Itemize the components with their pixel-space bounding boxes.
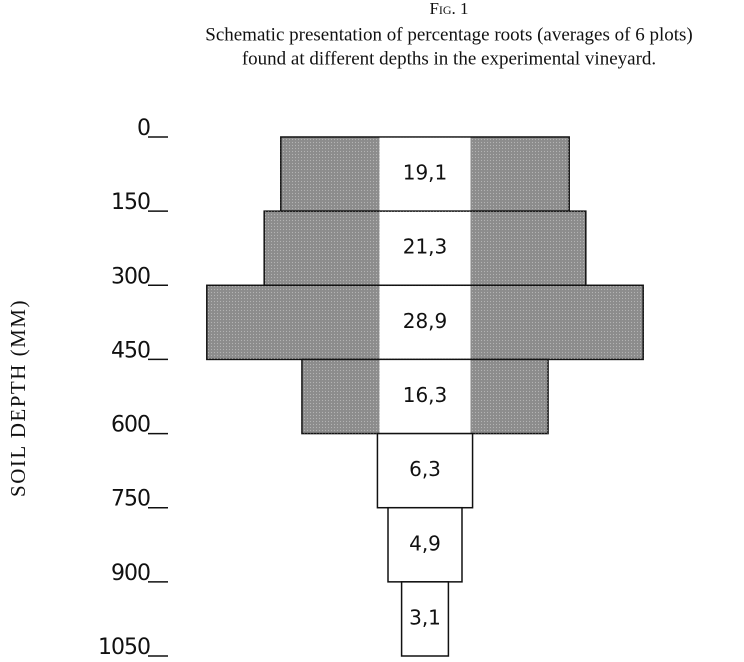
y-tick-label: 1050 bbox=[98, 635, 150, 660]
bar bbox=[387, 506, 463, 583]
y-axis-label: SOIL DEPTH (MM) bbox=[6, 299, 30, 497]
y-tick-label: 900 bbox=[111, 561, 150, 586]
bar bbox=[376, 432, 474, 509]
chart-title: Fig. 1 bbox=[429, 0, 468, 18]
y-tick-label: 150 bbox=[111, 190, 150, 215]
label-box bbox=[379, 360, 471, 433]
chart-subtitle: found at different depths in the experim… bbox=[242, 48, 656, 69]
data-label: 16,3 bbox=[403, 383, 448, 407]
data-label: 28,9 bbox=[403, 309, 448, 333]
label-box bbox=[379, 211, 471, 285]
chart-subtitle: Schematic presentation of percentage roo… bbox=[205, 24, 692, 45]
data-label: 3,1 bbox=[409, 605, 441, 629]
data-label: 6,3 bbox=[409, 457, 441, 481]
y-tick-label: 750 bbox=[111, 487, 150, 512]
y-tick-label: 600 bbox=[111, 413, 150, 438]
bar bbox=[400, 581, 450, 657]
data-label: 19,1 bbox=[403, 161, 448, 185]
label-box bbox=[379, 286, 471, 359]
data-label: 21,3 bbox=[403, 235, 448, 259]
y-tick-label: 450 bbox=[111, 338, 150, 363]
y-tick-label: 0 bbox=[137, 116, 150, 141]
label-box bbox=[379, 137, 471, 211]
data-label: 4,9 bbox=[409, 531, 441, 555]
y-tick-label: 300 bbox=[111, 264, 150, 289]
